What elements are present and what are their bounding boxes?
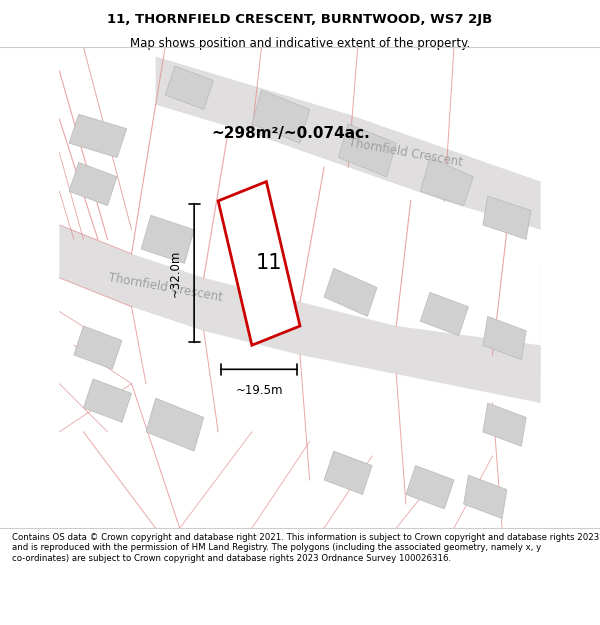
Polygon shape — [83, 379, 131, 423]
Text: ~298m²/~0.074ac.: ~298m²/~0.074ac. — [211, 126, 370, 141]
Text: ~32.0m: ~32.0m — [169, 249, 182, 297]
Polygon shape — [74, 326, 122, 369]
Polygon shape — [155, 56, 541, 230]
Polygon shape — [146, 398, 204, 451]
Polygon shape — [464, 475, 507, 519]
Text: 11: 11 — [256, 254, 282, 274]
Polygon shape — [483, 403, 526, 446]
Polygon shape — [483, 316, 526, 359]
Polygon shape — [338, 124, 396, 177]
Text: Thornfield Crescent: Thornfield Crescent — [348, 136, 464, 169]
Polygon shape — [69, 162, 117, 206]
Polygon shape — [324, 268, 377, 316]
Polygon shape — [324, 451, 372, 494]
Polygon shape — [406, 466, 454, 509]
Text: Contains OS data © Crown copyright and database right 2021. This information is : Contains OS data © Crown copyright and d… — [12, 533, 599, 562]
Text: 11, THORNFIELD CRESCENT, BURNTWOOD, WS7 2JB: 11, THORNFIELD CRESCENT, BURNTWOOD, WS7 … — [107, 13, 493, 26]
Polygon shape — [59, 225, 541, 403]
Polygon shape — [165, 66, 214, 109]
Polygon shape — [252, 90, 310, 143]
Text: Map shows position and indicative extent of the property.: Map shows position and indicative extent… — [130, 36, 470, 49]
Text: ~19.5m: ~19.5m — [235, 384, 283, 397]
Polygon shape — [421, 292, 469, 336]
Polygon shape — [421, 158, 473, 206]
Polygon shape — [141, 215, 194, 264]
Polygon shape — [483, 196, 531, 239]
Text: Thornfield Crescent: Thornfield Crescent — [107, 271, 223, 304]
Polygon shape — [218, 182, 300, 345]
Polygon shape — [69, 114, 127, 158]
